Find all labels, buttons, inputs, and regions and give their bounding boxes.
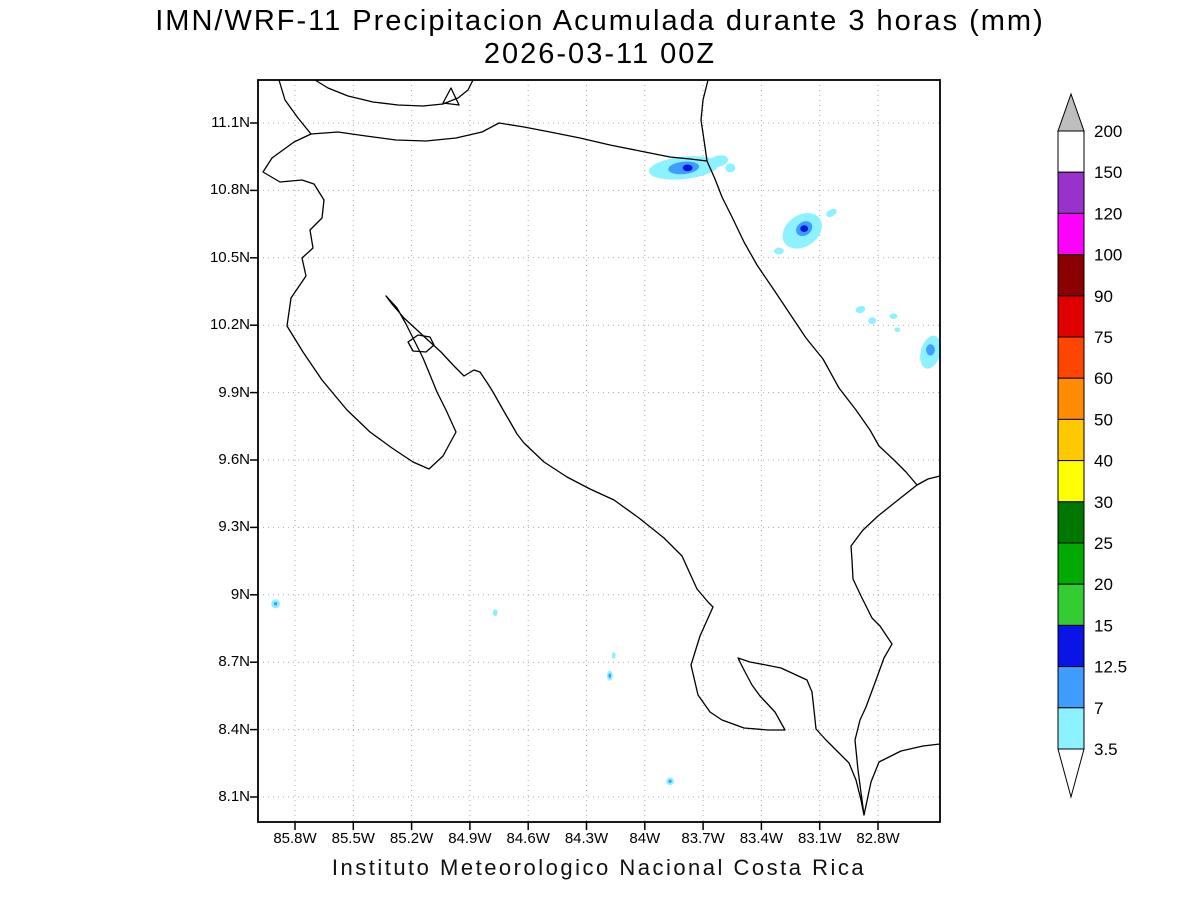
y-tick-label: 10.5N (209, 248, 250, 266)
figure-title: IMN/WRF-11 Precipitacion Acumulada duran… (155, 5, 1045, 37)
colorbar-tick-label: 3.5 (1094, 740, 1118, 759)
colorbar-tick-label: 15 (1094, 616, 1113, 635)
x-tick-label: 85.2W (389, 830, 434, 847)
colorbar-tick-label: 12.5 (1094, 658, 1127, 677)
colorbar-cell (1057, 666, 1085, 709)
precip-cell (709, 155, 729, 168)
precip-cell (926, 344, 935, 356)
precip-cell (611, 652, 616, 659)
x-tick-label: 85.8W (273, 830, 317, 847)
colorbar-cell (1057, 542, 1085, 585)
colorbar-tick-label: 75 (1094, 328, 1113, 347)
x-tick-label: 83.7W (681, 830, 725, 847)
precipitation-layer (271, 155, 941, 786)
colorbar-tick-label: 40 (1094, 452, 1113, 471)
colorbar-cell (1057, 707, 1085, 750)
colorbar-tick-label: 7 (1094, 699, 1103, 718)
colorbar-tick-label: 200 (1094, 122, 1122, 141)
colorbar-tick-label: 90 (1094, 287, 1113, 306)
precip-cell (608, 673, 612, 678)
coastlines (262, 79, 941, 816)
axis-ticks (250, 122, 879, 830)
colorbar-tick-label: 50 (1094, 410, 1113, 429)
y-tick-label: 9.9N (218, 383, 250, 401)
colorbar-tick-label: 150 (1094, 163, 1122, 182)
precip-cell (492, 609, 498, 617)
colorbar-tick-label: 100 (1094, 246, 1122, 265)
colorbar-cell (1057, 336, 1085, 379)
figure-subtitle: 2026-03-11 00Z (483, 38, 717, 70)
colorbar-tick-label: 60 (1094, 369, 1113, 388)
chira-island (407, 334, 435, 353)
precip-cell (894, 327, 901, 332)
x-tick-label: 85.5W (331, 830, 375, 847)
precip-cell (774, 247, 784, 255)
y-tick-label: 9.3N (218, 518, 250, 536)
x-tick-label: 84.6W (506, 830, 550, 847)
precip-cell (800, 225, 809, 233)
colorbar-over-arrow (1057, 92, 1085, 132)
y-tick-label: 8.1N (218, 788, 250, 805)
colorbar-cell (1057, 460, 1085, 503)
x-tick-label: 84W (629, 830, 661, 847)
y-tick-label: 10.8N (209, 181, 250, 199)
costa-rica-coastline (262, 79, 918, 816)
colorbar-cell (1057, 171, 1085, 214)
precip-cell (273, 602, 278, 606)
x-tick-label: 84.9W (448, 830, 492, 847)
precip-cell (889, 313, 898, 319)
colorbar-cell (1057, 254, 1085, 297)
precip-cell (725, 163, 736, 173)
colorbar-cell (1057, 583, 1085, 626)
map-canvas (250, 79, 941, 830)
lake-nicaragua-shore (314, 79, 474, 107)
precip-cell (855, 305, 866, 314)
x-tick-label: 82.8W (856, 830, 900, 847)
x-tick-label: 84.3W (564, 830, 609, 847)
colorbar-tick-label: 30 (1094, 493, 1113, 512)
colorbar-cell (1057, 624, 1085, 668)
colorbar-cell (1057, 377, 1085, 420)
x-tick-label: 83.4W (739, 830, 784, 847)
colorbar-tick-label: 20 (1094, 575, 1113, 594)
precip-cell (682, 164, 693, 172)
lake-island (442, 87, 460, 106)
y-tick-label: 10.2N (209, 316, 250, 334)
y-tick-label: 11.1N (211, 114, 250, 131)
y-tick-label: 8.4N (218, 720, 250, 738)
nicaragua-border-san-juan-river (310, 122, 708, 162)
y-tick-label: 9.6N (218, 451, 250, 468)
y-tick-label: 8.7N (218, 653, 250, 671)
y-tick-label: 9N (230, 585, 250, 603)
precip-cell (668, 779, 672, 783)
panama-pacific-coast (863, 743, 941, 816)
colorbar-cell (1057, 130, 1085, 173)
colorbar-cell (1057, 501, 1085, 544)
precip-cell (868, 317, 877, 325)
colorbar-tick-label: 120 (1094, 204, 1122, 223)
colorbar-cell (1057, 212, 1085, 256)
colorbar-tick-label: 25 (1094, 534, 1113, 553)
colorbar-cell (1057, 295, 1085, 338)
x-tick-label: 83.1W (798, 830, 842, 847)
colorbar-cell (1057, 418, 1085, 462)
map-frame (257, 79, 941, 823)
panama-caribbean-coast (916, 475, 941, 486)
colorbar: 200 150 120 100 90 75 60 50 40 30 25 20 15 12.5 7 3.5 (1057, 92, 1127, 799)
colorbar-under-arrow (1057, 748, 1085, 799)
footer-text: Instituto Meteorologico Nacional Costa R… (331, 855, 867, 880)
precip-cell (826, 208, 837, 218)
gridlines (258, 80, 940, 822)
